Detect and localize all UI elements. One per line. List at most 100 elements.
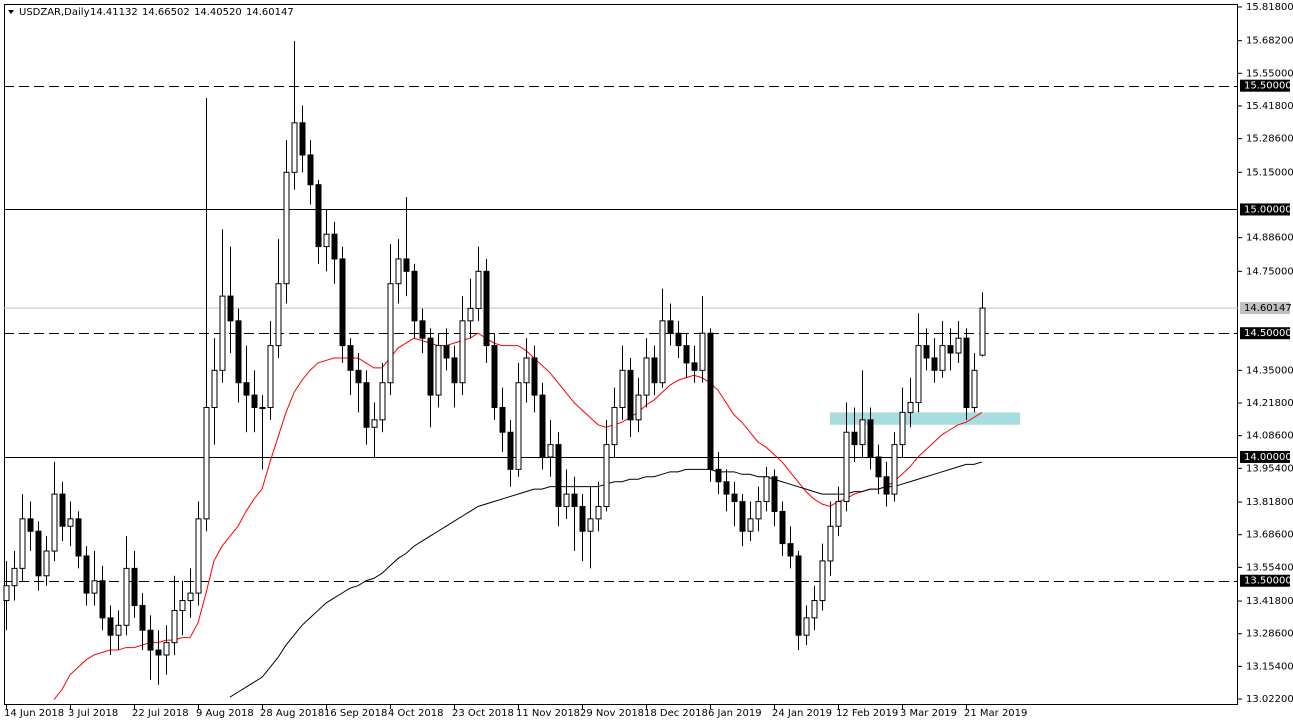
candle-body xyxy=(403,258,410,272)
candle-body xyxy=(371,419,378,428)
y-tick-label: 13.02200 xyxy=(1246,694,1293,705)
candle-body xyxy=(115,624,122,636)
candle-body xyxy=(523,357,530,384)
candle-body xyxy=(571,493,578,507)
y-tick-label: 15.55000 xyxy=(1246,68,1293,79)
candle-body xyxy=(595,505,602,520)
candle-body xyxy=(899,411,906,446)
level-label: 14.50000 xyxy=(1244,328,1292,339)
candle-body xyxy=(683,345,690,364)
candle-body xyxy=(811,600,818,619)
x-tick-label: 24 Jan 2019 xyxy=(772,708,832,719)
y-tick-label: 14.08600 xyxy=(1246,431,1293,442)
candle-body xyxy=(931,357,938,371)
candle-body xyxy=(507,431,514,470)
candle-body xyxy=(83,555,90,594)
y-tick-label: 15.41800 xyxy=(1246,101,1293,112)
x-tick-label: 22 Jul 2018 xyxy=(132,708,189,719)
candle-body xyxy=(243,382,250,396)
moving-average-line xyxy=(53,332,983,700)
candle-body xyxy=(131,567,138,606)
candle-body xyxy=(859,419,866,446)
levels-layer xyxy=(4,86,1238,582)
high-label: 14.66502 xyxy=(142,7,190,18)
x-tick-label: 11 Nov 2018 xyxy=(516,708,580,719)
candle-body xyxy=(779,510,786,545)
candle-body xyxy=(699,332,706,371)
candle-body xyxy=(979,307,986,356)
level-label: 13.50000 xyxy=(1244,576,1292,587)
y-tick-label: 13.95400 xyxy=(1246,463,1293,474)
candle-body xyxy=(947,345,954,354)
candle-body xyxy=(451,357,458,384)
candle-body xyxy=(171,609,178,644)
candle-body xyxy=(155,649,162,656)
candle-body xyxy=(715,468,722,483)
y-tick-label: 13.55400 xyxy=(1246,562,1293,573)
candle-body xyxy=(819,560,826,602)
candle-body xyxy=(75,518,82,557)
candle-body xyxy=(259,406,266,409)
candle-body xyxy=(411,270,418,322)
candle-body xyxy=(627,369,634,421)
x-tick-label: 14 Jun 2018 xyxy=(4,708,64,719)
level-label-box xyxy=(1240,574,1290,587)
candle-body xyxy=(875,456,882,478)
candle-body xyxy=(395,258,402,285)
candle-body xyxy=(851,431,858,446)
x-tick-label: 28 Aug 2018 xyxy=(260,708,324,719)
current-price-box xyxy=(1240,302,1290,315)
candle-body xyxy=(579,505,586,532)
y-tick-label: 15.81800 xyxy=(1246,2,1293,13)
candle-body xyxy=(379,382,386,421)
candle-body xyxy=(547,444,554,458)
candle-body xyxy=(843,431,850,503)
close-label: 14.60147 xyxy=(246,7,294,18)
level-label-box xyxy=(1240,450,1290,463)
x-tick-label: 3 Mar 2019 xyxy=(900,708,957,719)
axis-layer: 15.81800 15.68200 15.55000 15.41800 15.28600… xyxy=(4,2,1293,719)
y-tick-label: 14.35000 xyxy=(1246,365,1293,376)
candle-body xyxy=(763,476,770,503)
candle-body xyxy=(291,122,298,173)
candle-body xyxy=(787,543,794,557)
candle-body xyxy=(555,444,562,507)
y-tick-label: 13.68600 xyxy=(1246,530,1293,541)
candle-body xyxy=(59,493,66,527)
candle-body xyxy=(179,600,186,611)
candle-body xyxy=(915,345,922,404)
x-tick-label: 21 Mar 2019 xyxy=(964,708,1027,719)
candle-body xyxy=(971,369,978,408)
candle-body xyxy=(51,493,58,552)
candle-body xyxy=(139,604,146,631)
plot-frame xyxy=(4,4,1238,705)
candle-body xyxy=(499,406,506,433)
candle-body xyxy=(635,394,642,421)
candle-body xyxy=(227,295,234,322)
candle-body xyxy=(203,406,210,520)
candle-body xyxy=(459,320,466,384)
candle-body xyxy=(443,345,450,359)
candle-body xyxy=(475,270,482,309)
candle-body xyxy=(419,320,426,339)
x-tick-label: 9 Aug 2018 xyxy=(196,708,254,719)
level-label: 15.50000 xyxy=(1244,81,1292,92)
x-tick-label: 6 Jan 2019 xyxy=(708,708,762,719)
y-tick-label: 14.21800 xyxy=(1246,398,1293,409)
candle-body xyxy=(467,307,474,322)
candle-body xyxy=(603,444,610,507)
support-zone xyxy=(830,412,1020,425)
candle-body xyxy=(883,476,890,495)
candle-body xyxy=(955,337,962,354)
candle-body xyxy=(315,184,322,248)
level-label-box xyxy=(1240,327,1290,340)
chart-title: USDZAR,Daily xyxy=(19,7,90,18)
y-tick-label: 14.88600 xyxy=(1246,233,1293,244)
y-tick-label: 13.81800 xyxy=(1246,497,1293,508)
current-price-label: 14.60147 xyxy=(1244,303,1292,314)
candle-body xyxy=(651,357,658,384)
candle-body xyxy=(347,345,354,371)
candle-body xyxy=(219,295,226,371)
candle-body xyxy=(11,567,18,587)
candle-body xyxy=(739,501,746,532)
